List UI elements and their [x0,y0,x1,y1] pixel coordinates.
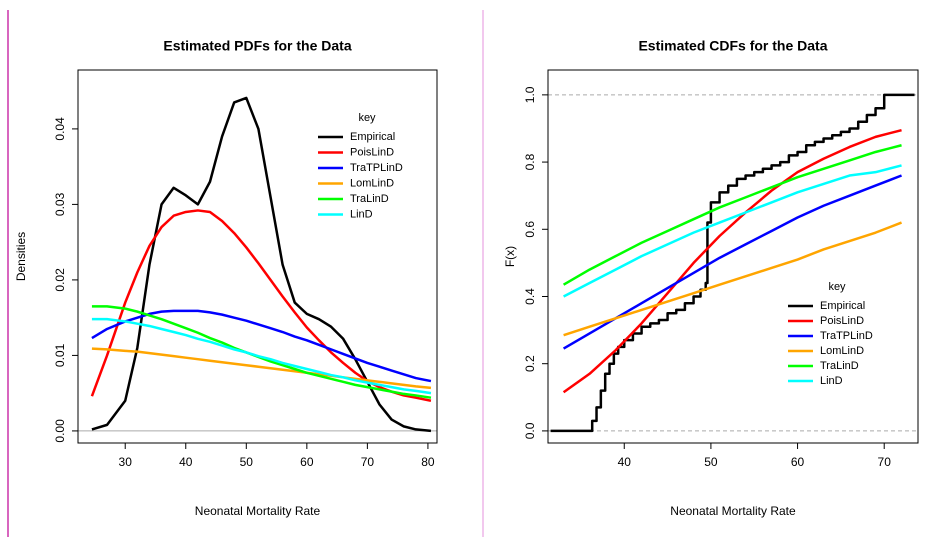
series-line [562,128,902,394]
legend-label: Empirical [820,300,865,312]
series-line [563,164,902,298]
y-axis-label: F(x) [503,246,517,267]
x-tick-label: 40 [179,455,193,469]
legend-label: TraTPLinD [820,330,873,342]
x-tick-label: 50 [704,455,718,469]
legend-label: TraTPLinD [350,162,403,174]
y-tick-label: 0.02 [53,268,67,292]
y-tick-label: 0.0 [523,422,537,439]
y-tick-label: 0.6 [523,221,537,238]
legend-label: TraLinD [350,193,389,205]
x-axis-label: Neonatal Mortality Rate [670,504,796,518]
x-tick-label: 40 [618,455,632,469]
x-tick-label: 60 [300,455,314,469]
legend-title: key [828,281,846,293]
series-line [91,309,432,383]
y-tick-label: 0.4 [523,288,537,305]
y-tick-label: 0.01 [53,343,67,367]
y-tick-label: 0.03 [53,192,67,216]
series-line [562,144,902,286]
series-line [91,347,432,390]
legend-title: key [358,112,376,124]
legend-label: Empirical [350,131,395,143]
x-axis-label: Neonatal Mortality Rate [195,504,321,518]
y-tick-label: 0.8 [523,153,537,170]
x-tick-label: 70 [361,455,375,469]
plot-frame [547,69,919,444]
legend-label: PoisLinD [820,315,864,327]
plot-frame [77,69,438,444]
legend-label: LomLinD [350,177,394,189]
legend-label: TraLinD [820,360,859,372]
legend-label: LinD [350,208,373,220]
x-tick-label: 80 [421,455,435,469]
x-tick-label: 30 [119,455,133,469]
series-line [563,221,902,337]
series-line [91,305,432,399]
legend-label: LinD [820,375,843,387]
series-line [91,317,432,395]
chart-title: Estimated PDFs for the Data [163,38,351,54]
y-tick-label: 0.2 [523,355,537,372]
y-tick-label: 0.04 [53,117,67,141]
x-tick-label: 60 [791,455,805,469]
y-axis-label: Densities [14,232,28,281]
series-line [550,93,915,433]
chart-title: Estimated CDFs for the Data [638,38,827,54]
y-tick-label: 1.0 [523,86,537,103]
legend-label: LomLinD [820,345,864,357]
x-tick-label: 50 [240,455,254,469]
y-tick-label: 0.00 [53,419,67,443]
legend-label: PoisLinD [350,146,394,158]
panel: Estimated PDFs for the Data Neonatal Mort… [14,38,438,518]
panel: Estimated CDFs for the Data Neonatal Mort… [503,38,919,518]
x-tick-label: 70 [878,455,892,469]
